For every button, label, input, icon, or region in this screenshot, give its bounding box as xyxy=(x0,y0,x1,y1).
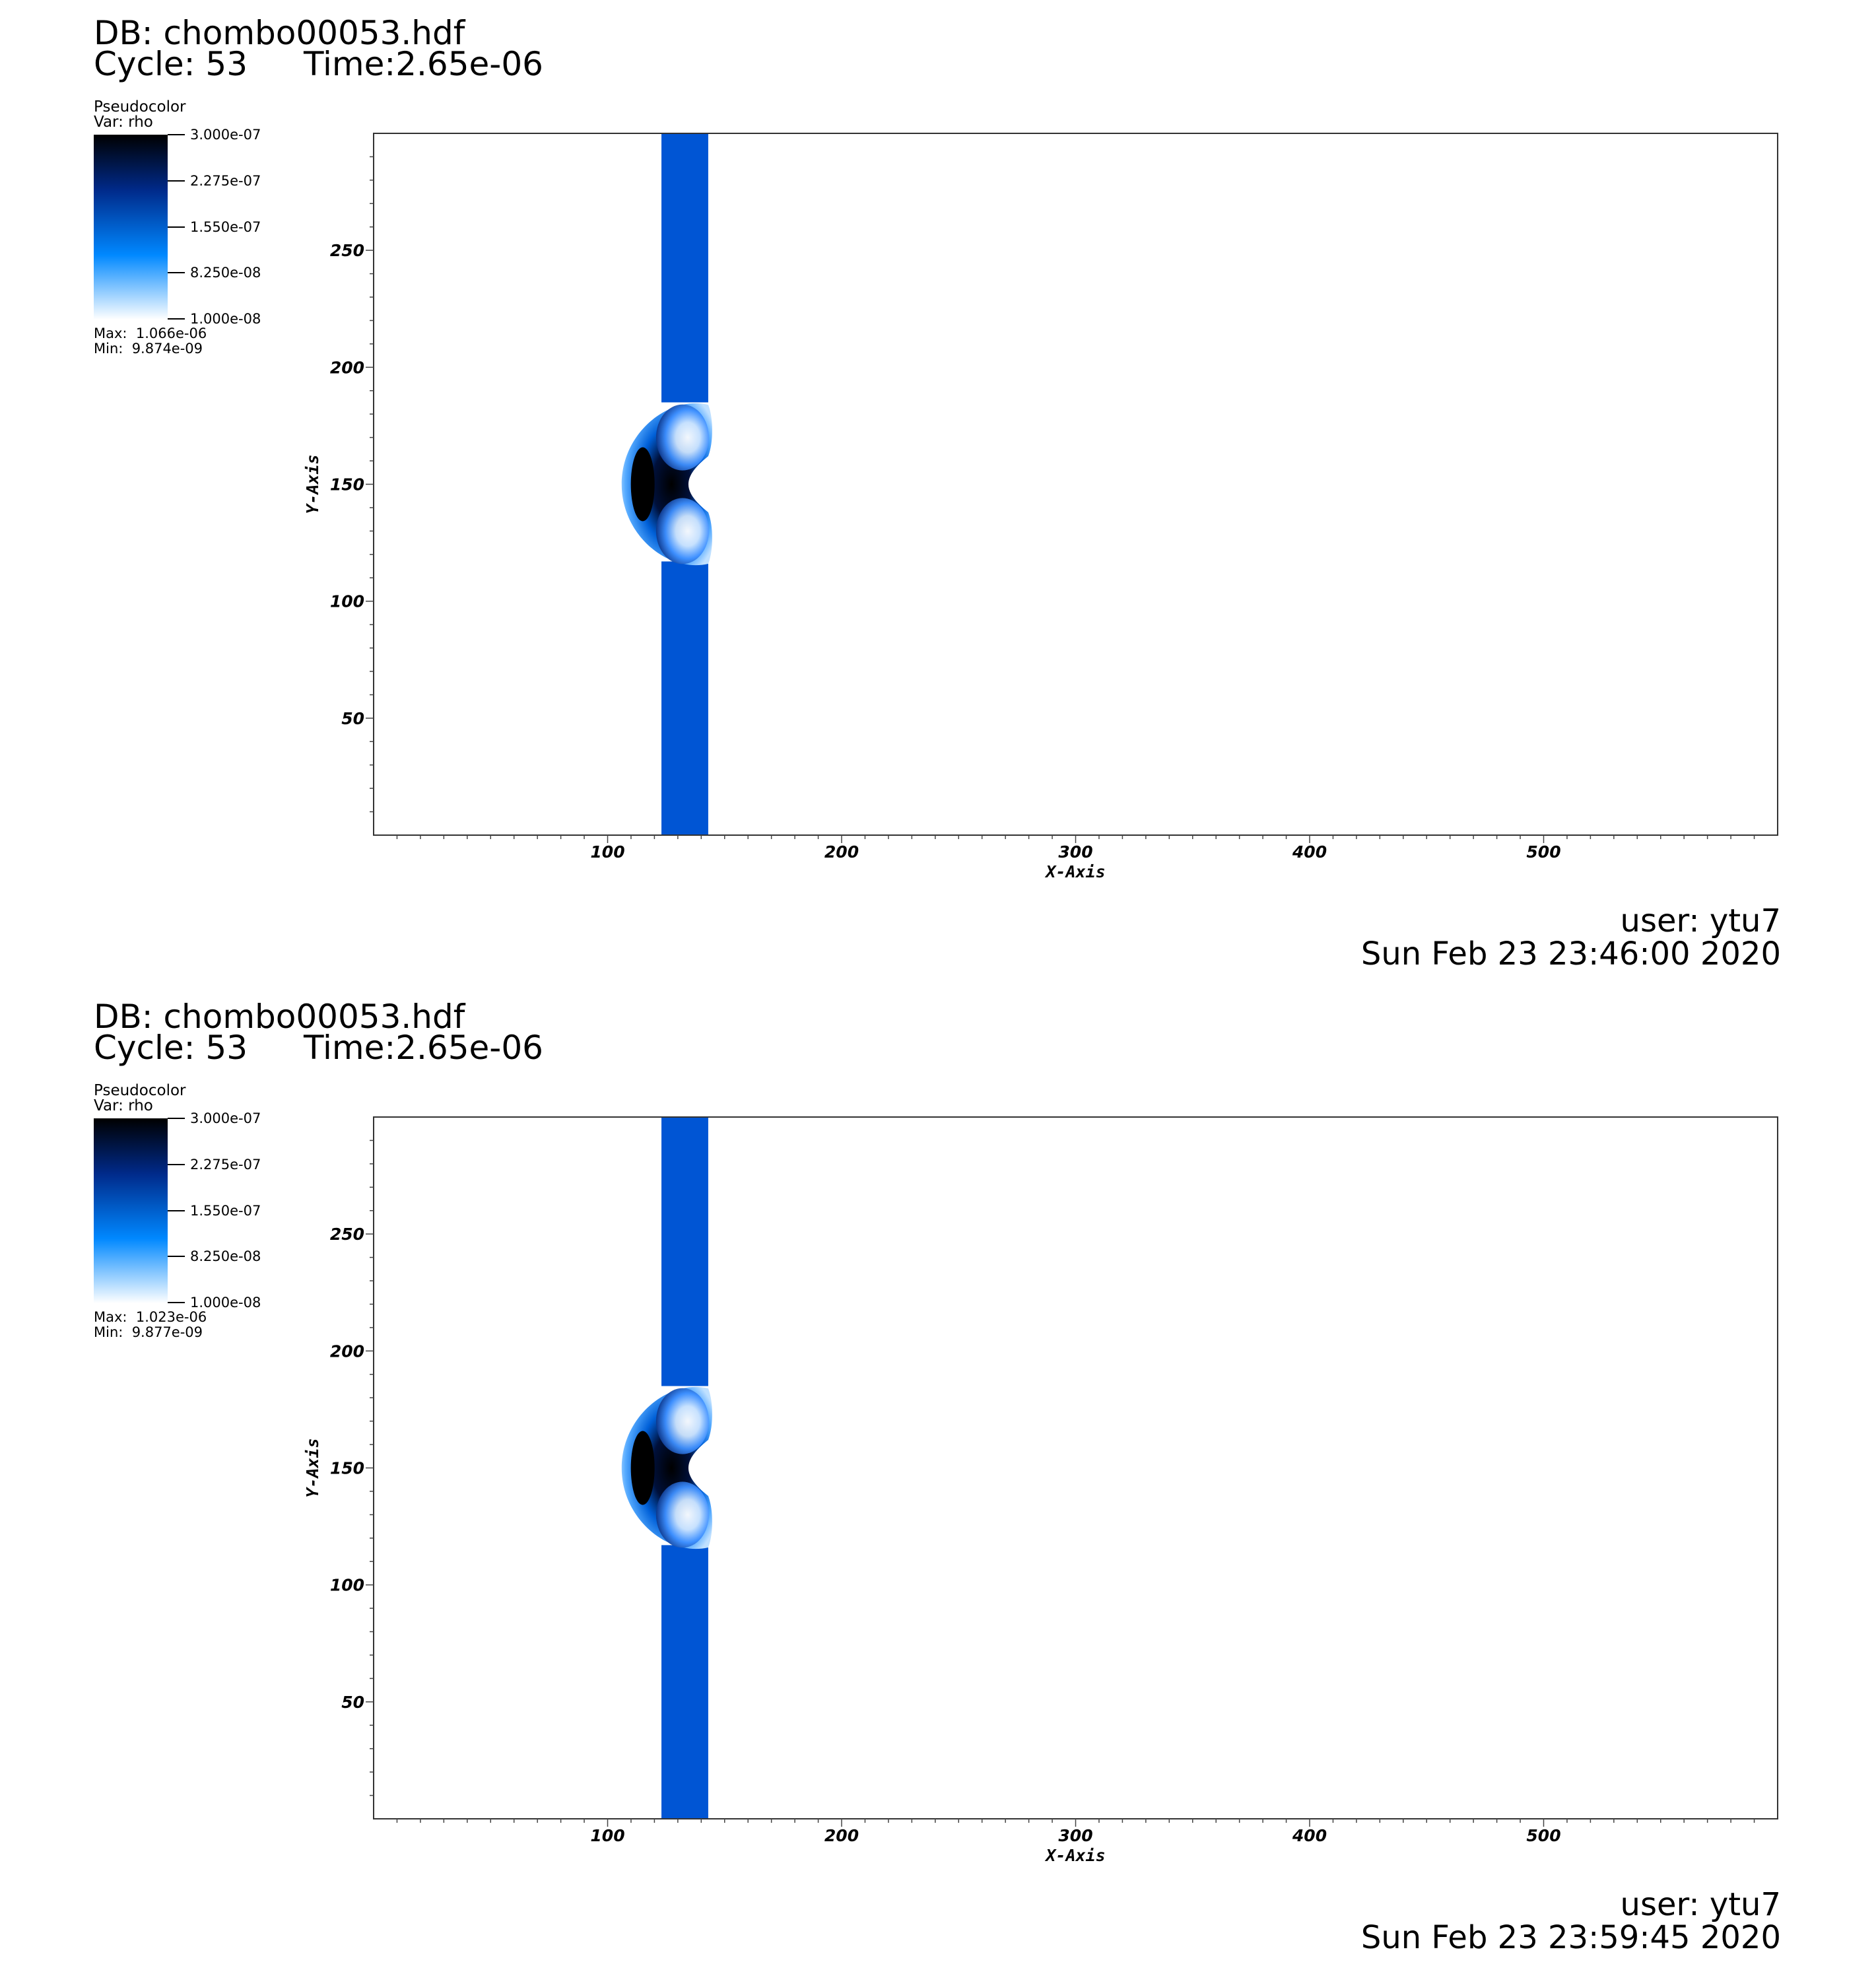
user-label: user: ytu7 xyxy=(1620,902,1781,939)
y-axis-label: Y-Axis xyxy=(303,454,322,514)
x-tick-label: 500 xyxy=(1526,842,1560,862)
colorbar-tick xyxy=(168,1164,185,1165)
heatmap-plot: 100 200 300 400 500 50 100 150 200 250 X-Axis Y-Axi… xyxy=(303,133,1778,881)
time-label: Time:2.65e-06 xyxy=(304,45,543,83)
x-tick-label: 400 xyxy=(1292,842,1327,862)
time-label: Time:2.65e-06 xyxy=(304,1029,543,1067)
y-tick-label: 200 xyxy=(330,358,364,377)
x-tick-label: 500 xyxy=(1526,1826,1560,1845)
y-tick-label: 50 xyxy=(341,709,364,728)
legend-var: Var: rho xyxy=(94,1097,153,1114)
legend-min: Min: 9.874e-09 xyxy=(94,341,203,357)
colorbar-label: 1.550e-07 xyxy=(190,1203,261,1219)
plot-panel-2: DB: chombo00053.hdf Cycle: 53 Time:2.65e… xyxy=(0,984,1876,1967)
plot-frame xyxy=(373,133,1778,836)
x-tick-label: 200 xyxy=(824,842,859,862)
date-label: Sun Feb 23 23:46:00 2020 xyxy=(1360,935,1781,972)
colorbar-tick xyxy=(168,134,185,135)
plot-panel-1: DB: chombo00053.hdf Cycle: 53 Time:2.65e… xyxy=(0,0,1876,984)
y-tick-label: 100 xyxy=(330,592,364,611)
colorbar xyxy=(94,1118,168,1303)
y-axis-label: Y-Axis xyxy=(303,1438,322,1497)
vortex-lobe-lower xyxy=(655,498,709,564)
dense-core xyxy=(630,1431,655,1505)
legend-min: Min: 9.877e-09 xyxy=(94,1324,203,1340)
x-tick-label: 200 xyxy=(824,1826,859,1845)
heatmap-plot: 100 200 300 400 500 50 100 150 200 250 X-Axis Y-Axi… xyxy=(303,1116,1778,1865)
db-title: DB: chombo00053.hdf xyxy=(94,14,465,52)
x-axis-label: X-Axis xyxy=(1044,862,1105,881)
density-band-lower xyxy=(661,561,708,835)
y-tick-label: 100 xyxy=(330,1576,364,1595)
colorbar-label: 2.275e-07 xyxy=(190,173,261,189)
legend-var: Var: rho xyxy=(94,114,153,131)
x-tick-label: 300 xyxy=(1058,842,1092,862)
colorbar-tick xyxy=(168,226,185,228)
colorbar-tick xyxy=(168,1210,185,1211)
y-tick-label: 250 xyxy=(330,1225,364,1244)
colorbar-tick xyxy=(168,1256,185,1257)
x-axis-label: X-Axis xyxy=(1044,1846,1105,1865)
y-tick-label: 200 xyxy=(330,1342,364,1361)
density-band-upper xyxy=(661,133,708,403)
user-label: user: ytu7 xyxy=(1620,1886,1781,1923)
y-tick-label: 150 xyxy=(330,475,364,494)
density-band-upper xyxy=(661,1117,708,1386)
x-tick-label: 100 xyxy=(590,842,624,862)
y-tick-label: 250 xyxy=(330,241,364,260)
colorbar-label: 1.000e-08 xyxy=(190,1295,261,1310)
colorbar-label: 8.250e-08 xyxy=(190,265,261,281)
vortex-lobe-upper xyxy=(655,404,709,471)
colorbar-label: 1.000e-08 xyxy=(190,311,261,327)
colorbar-label: 1.550e-07 xyxy=(190,219,261,235)
colorbar-tick xyxy=(168,1302,185,1303)
colorbar-tick xyxy=(168,272,185,273)
x-tick-label: 400 xyxy=(1292,1826,1327,1845)
colorbar-tick xyxy=(168,318,185,320)
density-band-lower xyxy=(661,1545,708,1819)
cycle-label: Cycle: 53 xyxy=(94,1029,248,1067)
x-tick-label: 300 xyxy=(1058,1826,1092,1845)
y-tick-label: 50 xyxy=(341,1693,364,1712)
colorbar-tick xyxy=(168,1118,185,1119)
legend-max: Max: 1.066e-06 xyxy=(94,325,207,341)
colorbar-label: 3.000e-07 xyxy=(190,1110,261,1126)
legend-max: Max: 1.023e-06 xyxy=(94,1309,207,1325)
legend-title: Pseudocolor xyxy=(94,98,186,116)
legend-title: Pseudocolor xyxy=(94,1082,186,1099)
colorbar-tick xyxy=(168,180,185,182)
colorbar-label: 3.000e-07 xyxy=(190,127,261,143)
db-title: DB: chombo00053.hdf xyxy=(94,998,465,1036)
colorbar xyxy=(94,135,168,320)
cycle-label: Cycle: 53 xyxy=(94,45,248,83)
y-tick-label: 150 xyxy=(330,1459,364,1478)
vortex-lobe-upper xyxy=(655,1388,709,1454)
vortex-lobe-lower xyxy=(655,1481,709,1548)
x-tick-label: 100 xyxy=(590,1826,624,1845)
dense-core xyxy=(630,447,655,522)
colorbar-label: 2.275e-07 xyxy=(190,1157,261,1172)
plot-frame xyxy=(373,1116,1778,1819)
date-label: Sun Feb 23 23:59:45 2020 xyxy=(1360,1919,1781,1956)
colorbar-label: 8.250e-08 xyxy=(190,1248,261,1264)
